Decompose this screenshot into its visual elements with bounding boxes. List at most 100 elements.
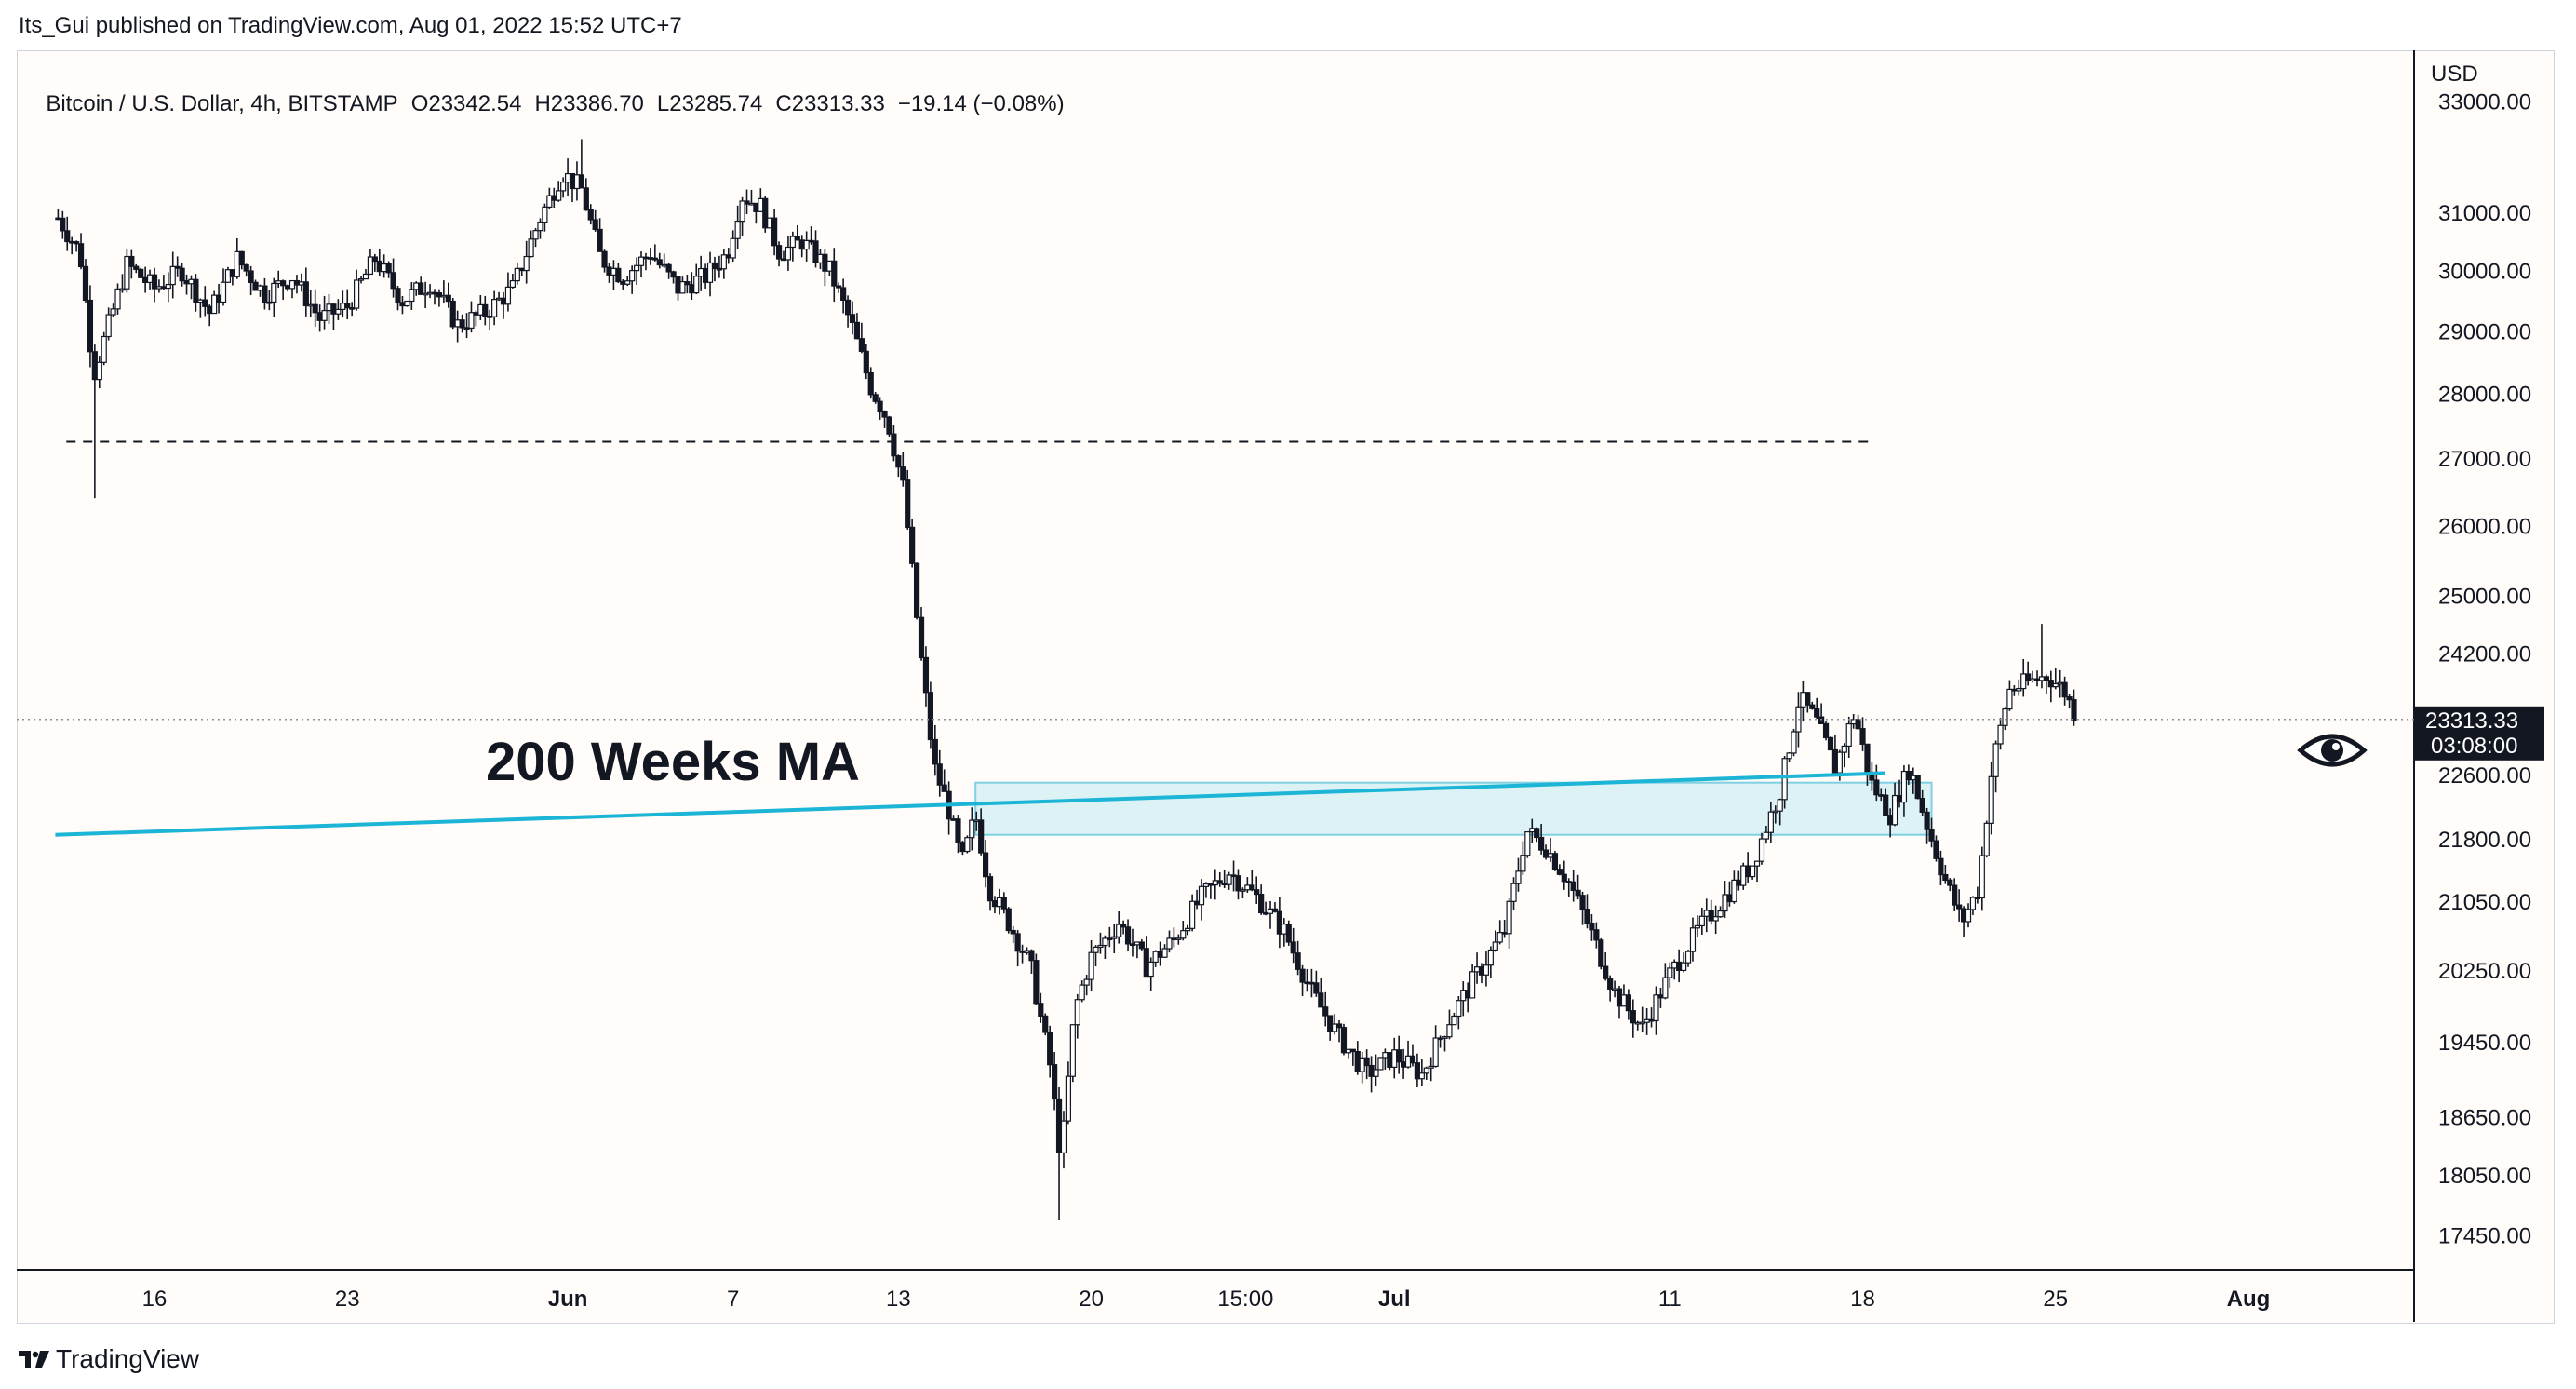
candle-body [1859,728,1866,745]
candle [969,807,975,851]
candle [518,267,525,276]
candle-body [395,288,401,303]
candle [1446,1009,1453,1040]
candle [1653,986,1659,1035]
price-tick-label: 20250.00 [2438,959,2531,984]
candle-body [771,217,778,247]
candle-body [1905,770,1912,781]
candle-body [1712,916,1719,922]
candle-body [665,263,672,273]
candle [826,260,833,276]
candle-body [1836,751,1843,774]
candle [1579,891,1586,925]
candle [867,367,874,399]
candle-body [1166,937,1173,950]
candle-body [1483,964,1490,976]
candle-body [344,303,351,309]
candle [482,295,489,326]
candle-body [817,253,824,263]
candle [849,301,856,335]
tradingview-logo[interactable]: TradingView [19,1344,199,1374]
candle-body [1547,853,1554,858]
candle [1542,844,1550,860]
candle [744,189,750,214]
chart-pane[interactable] [17,50,2555,1324]
candle-body [1202,883,1210,887]
candle-body [1469,971,1476,999]
candle [1712,905,1719,935]
candle-body [390,272,396,290]
candle [771,209,778,256]
candle [2006,680,2013,711]
candle-body [1653,994,1659,1022]
candle [316,304,323,332]
candle-body [1387,1052,1393,1068]
candle-body [1878,794,1885,797]
candle-body [2033,678,2041,681]
candle-body [1731,879,1737,903]
candle-body [1630,1010,1636,1024]
candle [151,267,158,303]
candle-body [1864,743,1871,774]
candle-body [1129,943,1136,947]
candle-body [252,281,259,291]
candle-body [1028,950,1035,962]
candle-body [1492,941,1498,951]
candle-body [739,200,745,223]
candle [1074,993,1080,1039]
time-tick-label: Jul [1378,1287,1411,1312]
candle-body [1107,937,1113,941]
candle-body [1120,924,1127,928]
price-tick-label: 27000.00 [2438,447,2531,472]
candle-body [1000,897,1007,910]
candle-body [1404,1055,1412,1068]
candle [1965,903,1972,928]
candle-body [1335,1023,1343,1029]
candle [1758,832,1765,865]
price-tick-label: 19450.00 [2438,1031,2531,1056]
candle-body [1074,999,1080,1026]
candle-body [1377,1057,1384,1071]
candle-body [1969,897,1977,910]
candle-body [1409,1055,1416,1064]
candle-body [794,236,800,241]
candle [1134,941,1141,959]
candle-body [1822,722,1830,738]
candle-body [1088,951,1094,980]
candle [367,249,374,276]
candle-body [560,182,567,192]
candle [620,279,626,290]
candle-body [1478,966,1485,976]
candle [1648,1007,1655,1028]
candle-body [514,267,520,282]
candle [165,272,171,303]
candle [146,269,154,290]
candle-body [1019,951,1026,953]
candle [1753,860,1761,883]
candle-body [573,174,581,190]
candle-body [1570,881,1576,891]
candle-body [316,312,323,321]
candle [753,202,759,224]
candle-body [449,300,456,328]
candle [886,415,892,437]
candle [2016,679,2022,696]
candle-body [1965,909,1972,923]
candle-body [978,819,985,854]
candle [1065,1061,1072,1125]
last-price-label: 23313.33 03:08:00 [2414,706,2544,761]
candle-body [973,819,980,823]
candle-body [1983,822,1990,856]
currency-label[interactable]: USD [2431,61,2478,87]
candle-body [504,286,512,305]
candle [1005,907,1012,934]
candle-body [426,291,434,295]
candle [689,272,695,301]
candle-body [114,288,121,310]
candle [1873,764,1880,802]
candle-body [1740,865,1747,886]
candle [1047,1025,1053,1078]
candle [1855,714,1861,730]
candle [1097,932,1104,954]
